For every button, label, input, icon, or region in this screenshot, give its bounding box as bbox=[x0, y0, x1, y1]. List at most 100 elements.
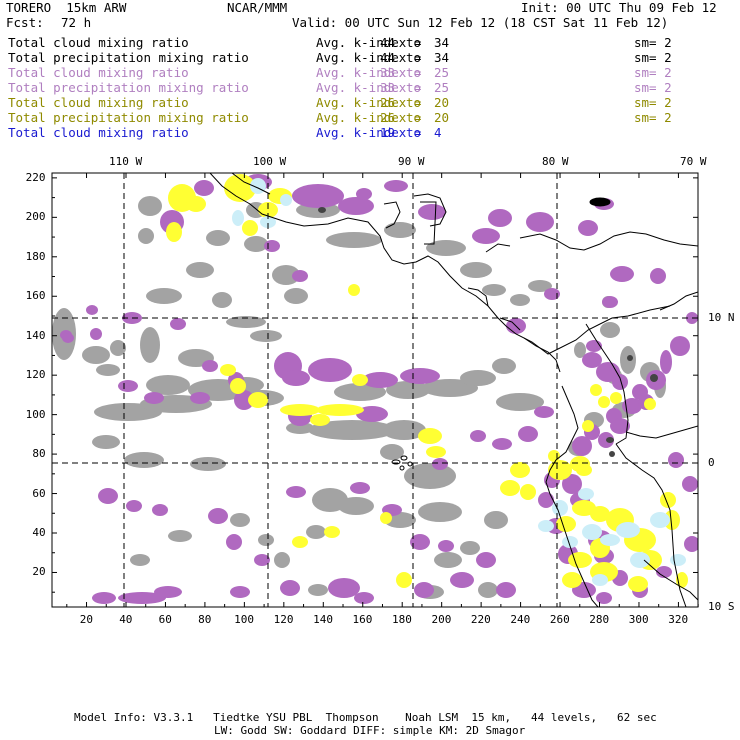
yellow-field-cell bbox=[664, 510, 680, 530]
purple-field-cell bbox=[280, 580, 300, 596]
dense-core-cell bbox=[318, 207, 326, 213]
x-tick-label: 40 bbox=[119, 613, 133, 626]
purple-field-cell bbox=[230, 586, 250, 598]
purple-field-cell bbox=[668, 452, 684, 468]
valid-time: Valid: 00 UTC Sun 12 Feb 12 (18 CST Sat … bbox=[292, 15, 669, 30]
latitude-label: 10 N bbox=[708, 311, 735, 324]
coastline bbox=[499, 317, 521, 331]
legend-to: 25 bbox=[434, 80, 450, 95]
gray-field-cell bbox=[82, 346, 110, 364]
purple-field-cell bbox=[650, 268, 666, 284]
physics-info-line: LW: Godd SW: Goddard DIFF: simple KM: 2D… bbox=[214, 724, 526, 737]
purple-field-cell bbox=[154, 586, 182, 598]
yellow-field-cell bbox=[590, 506, 610, 522]
purple-field-cell bbox=[656, 566, 672, 578]
dense-core-cell bbox=[650, 374, 658, 382]
purple-field-cell bbox=[660, 350, 672, 374]
cyan-field-cell bbox=[538, 520, 554, 532]
legend-sm: sm= 2 bbox=[634, 35, 672, 50]
purple-field-cell bbox=[118, 592, 166, 604]
gray-field-cell bbox=[600, 322, 620, 338]
coastline bbox=[545, 385, 599, 607]
cyan-field-cell bbox=[552, 500, 568, 516]
gray-field-cell bbox=[226, 316, 266, 328]
y-tick-label: 40 bbox=[32, 526, 46, 539]
purple-field-cell bbox=[286, 486, 306, 498]
gray-field-cell bbox=[426, 240, 466, 256]
dense-core-cell bbox=[627, 355, 633, 361]
gray-field-cell bbox=[146, 375, 190, 395]
coastline bbox=[519, 231, 698, 251]
purple-field-cell bbox=[190, 392, 210, 404]
purple-field-cell bbox=[476, 552, 496, 568]
y-tick-label: 100 bbox=[25, 407, 46, 421]
purple-field-cell bbox=[602, 296, 618, 308]
gray-field-cell bbox=[244, 236, 268, 252]
x-tick-label: 140 bbox=[313, 613, 333, 626]
cyan-field-cell bbox=[650, 512, 670, 528]
purple-field-cell bbox=[518, 426, 538, 442]
purple-field-cell bbox=[226, 534, 242, 550]
cyan-field-cell bbox=[578, 488, 594, 500]
gray-field-cell bbox=[422, 379, 478, 397]
yellow-field-cell bbox=[242, 220, 258, 236]
island-outline bbox=[399, 465, 405, 471]
legend-row: Total cloud mixing ratio Avg. k-index = 33… bbox=[8, 66, 708, 80]
gray-field-cell bbox=[308, 420, 396, 440]
legend-field: Total cloud mixing ratio bbox=[8, 65, 189, 80]
coastline bbox=[625, 425, 698, 439]
yellow-field-cell bbox=[316, 404, 364, 416]
model-title: TORERO 15km ARW bbox=[6, 0, 127, 15]
yellow-field-cell bbox=[310, 414, 330, 426]
legend-row: Total precipitation mixing ratio Avg. k-i… bbox=[8, 51, 708, 65]
gray-field-cell bbox=[528, 280, 552, 292]
cyan-field-cell bbox=[592, 574, 608, 586]
gray-field-cell bbox=[326, 232, 382, 248]
purple-field-cell bbox=[612, 374, 628, 390]
legend-field: Total precipitation mixing ratio bbox=[8, 50, 249, 65]
gray-field-cell bbox=[384, 222, 416, 238]
yellow-field-cell bbox=[598, 396, 610, 408]
gray-field-cell bbox=[496, 393, 544, 411]
x-tick-label: 200 bbox=[431, 613, 452, 626]
legend-to: 20 bbox=[434, 110, 450, 125]
coastline bbox=[467, 287, 489, 307]
purple-field-cell bbox=[488, 209, 512, 227]
purple-field-cell bbox=[496, 582, 516, 598]
x-tick-label: 260 bbox=[549, 613, 570, 626]
gray-field-cell bbox=[130, 554, 150, 566]
gray-field-cell bbox=[306, 525, 326, 539]
purple-field-cell bbox=[194, 180, 214, 196]
purple-field-cell bbox=[472, 228, 500, 244]
yellow-field-cell bbox=[556, 516, 576, 532]
y-tick-label: 120 bbox=[25, 368, 46, 382]
gray-field-cell bbox=[138, 228, 154, 244]
longitude-label: 110 W bbox=[109, 155, 143, 168]
y-tick-label: 160 bbox=[25, 289, 46, 303]
legend-field: Total cloud mixing ratio bbox=[8, 125, 189, 140]
legend-index: Avg. k-index = bbox=[316, 125, 422, 140]
yellow-field-cell bbox=[610, 392, 622, 404]
yellow-field-cell bbox=[548, 450, 560, 462]
gray-field-cell bbox=[92, 435, 120, 449]
dense-core-cell bbox=[609, 451, 615, 457]
purple-field-cell bbox=[400, 368, 440, 384]
legend-row: Total cloud mixing ratio Avg. k-index = 44… bbox=[8, 36, 708, 50]
legend-sm: sm= 2 bbox=[634, 95, 672, 110]
legend-from: 44 bbox=[380, 35, 396, 50]
x-tick-label: 100 bbox=[234, 613, 255, 626]
yellow-field-cell bbox=[396, 572, 412, 588]
longitude-label: 100 W bbox=[253, 155, 287, 168]
x-tick-label: 60 bbox=[158, 613, 172, 626]
gray-field-cell bbox=[492, 358, 516, 374]
legend-index: Avg. k-index = bbox=[316, 35, 422, 50]
purple-field-cell bbox=[354, 592, 374, 604]
legend-from: 33 bbox=[380, 65, 396, 80]
purple-field-cell bbox=[152, 504, 168, 516]
x-tick-label: 180 bbox=[392, 613, 412, 626]
purple-field-cell bbox=[90, 328, 102, 340]
purple-field-cell bbox=[202, 360, 218, 372]
gray-field-cell bbox=[272, 265, 300, 285]
purple-field-cell bbox=[610, 418, 630, 434]
legend-field: Total cloud mixing ratio bbox=[8, 95, 189, 110]
